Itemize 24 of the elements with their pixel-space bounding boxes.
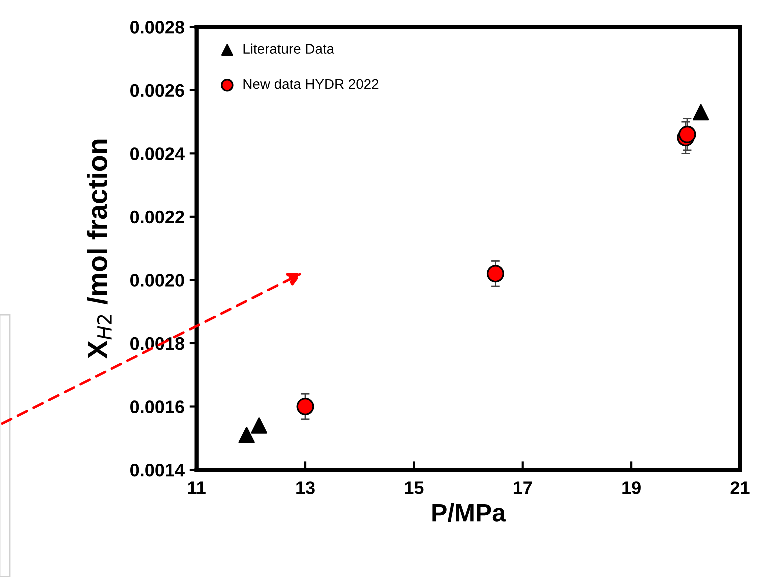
y-tick-label: 0.0026 bbox=[130, 84, 184, 98]
y-tick-label: 0.0018 bbox=[130, 337, 184, 350]
y-axis-title: X$_{H2}$ /mol fraction bbox=[87, 140, 112, 359]
x-tick-label: 13 bbox=[296, 482, 315, 494]
y-tick-label: 0.0020 bbox=[130, 274, 184, 287]
x-axis-title: P/MPa bbox=[432, 504, 506, 522]
x-tick-label: 19 bbox=[622, 482, 641, 494]
y-tick-label: 0.0016 bbox=[130, 400, 184, 414]
x-tick-label: 15 bbox=[405, 482, 424, 494]
point bbox=[692, 104, 710, 121]
x-tick-label: 21 bbox=[730, 482, 750, 494]
y-tick-label: 0.0024 bbox=[130, 148, 185, 160]
y-tick-label: 0.0014 bbox=[130, 464, 185, 477]
y-tick-label: 0.0022 bbox=[130, 210, 184, 224]
point bbox=[238, 427, 255, 444]
x-tick-label: 17 bbox=[514, 482, 532, 494]
point bbox=[486, 265, 504, 283]
point bbox=[296, 398, 314, 416]
y-tick-label: 0.0028 bbox=[130, 21, 184, 34]
point bbox=[678, 126, 696, 144]
x-tick-label: 11 bbox=[188, 482, 206, 494]
legend-label: Literature Data bbox=[244, 44, 335, 54]
legend-label: New data HYDR 2022 bbox=[244, 78, 379, 90]
point bbox=[251, 418, 268, 434]
